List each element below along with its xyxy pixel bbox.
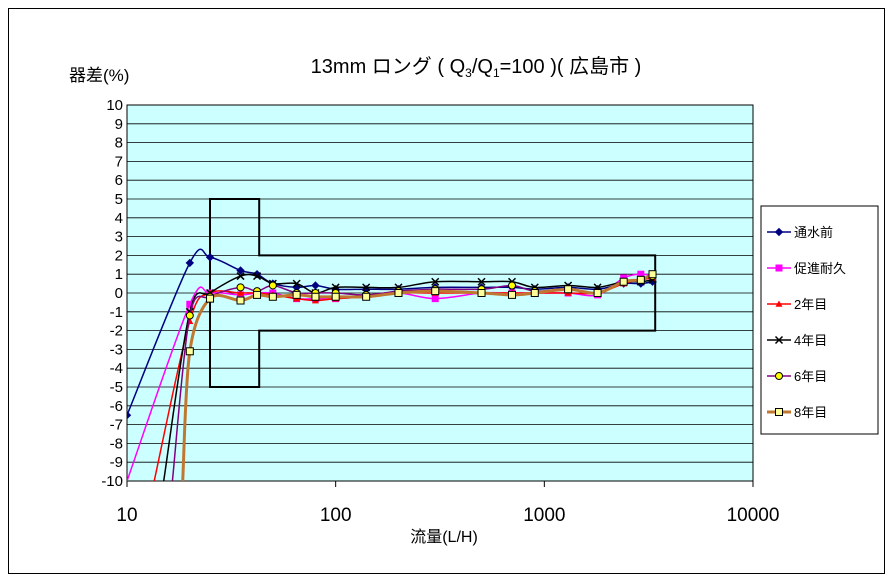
data-point — [237, 289, 245, 296]
y-tick-label: -10 — [101, 473, 123, 490]
y-tick-label: 2 — [115, 247, 123, 264]
series-line — [127, 248, 653, 416]
legend-swatch-marker — [775, 372, 783, 380]
y-tick-label: -8 — [110, 435, 123, 452]
data-point — [236, 296, 245, 305]
chart-title-sub-1: 1 — [493, 66, 500, 80]
y-tick-label: 0 — [115, 285, 123, 302]
data-point — [508, 290, 517, 299]
data-point — [268, 292, 277, 301]
legend-swatch-marker — [775, 300, 783, 307]
x-axis-label: 流量(L/H) — [410, 528, 478, 546]
series-line — [162, 273, 653, 481]
data-point — [268, 281, 277, 290]
x-tick-label: 10000 — [727, 505, 780, 526]
data-point — [593, 289, 602, 297]
chart-title-prefix: 13mm ロング ( Q — [311, 55, 465, 78]
y-tick-label: 10 — [106, 97, 123, 114]
data-point — [311, 281, 320, 290]
legend-label: 促進耐久 — [794, 261, 846, 276]
data-point — [186, 300, 194, 308]
y-tick-label: -3 — [110, 341, 123, 358]
chart-svg: 13mm ロング ( Q3/Q1=100 )( 広島市 ) 器差(%) 流量(L… — [69, 55, 879, 546]
y-tick-label: 5 — [115, 191, 123, 208]
y-tick-label: 9 — [115, 116, 123, 133]
y-tick-label: 4 — [115, 210, 123, 227]
data-point — [362, 283, 371, 292]
plot-area: 10 100 1000 10000109876543210-1-2-3-4-5-6-7… — [101, 97, 779, 526]
data-point — [236, 283, 245, 292]
y-tick-label: -7 — [110, 417, 123, 434]
y-tick-label: 7 — [115, 153, 123, 170]
y-tick-label: -2 — [110, 323, 123, 340]
data-point — [292, 290, 301, 299]
y-tick-label: -4 — [110, 360, 123, 377]
data-point — [311, 292, 320, 301]
data-point — [185, 347, 194, 356]
y-tick-label: -5 — [110, 379, 123, 396]
data-point — [648, 270, 657, 279]
y-tick-label: -1 — [110, 304, 123, 321]
data-point — [637, 270, 645, 278]
chart-area: 13mm ロング ( Q3/Q1=100 )( 広島市 ) 器差(%) 流量(L… — [8, 8, 885, 574]
data-point — [331, 292, 340, 301]
data-point — [253, 272, 262, 281]
data-point — [431, 295, 439, 303]
data-point — [564, 285, 573, 294]
legend-swatch-marker — [774, 335, 784, 345]
legend-swatch-marker — [775, 264, 783, 272]
data-point — [205, 253, 215, 262]
chart-title-sub-3: 3 — [465, 66, 472, 80]
legend-label: 2年目 — [794, 297, 827, 312]
data-point — [394, 289, 403, 297]
data-point — [253, 290, 262, 299]
data-point — [477, 277, 486, 286]
data-point — [206, 294, 215, 303]
legend-label: 4年目 — [794, 333, 827, 348]
data-point — [477, 289, 486, 297]
data-point — [127, 410, 132, 420]
y-tick-label: 1 — [115, 266, 123, 283]
legend-swatch-marker — [775, 408, 783, 416]
legend-label: 通水前 — [794, 225, 833, 240]
y-tick-label: -9 — [110, 454, 123, 471]
chart-title-suffix: =100 )( 広島市 ) — [500, 55, 642, 78]
data-point — [431, 287, 440, 296]
chart-title-slash: /Q — [472, 56, 493, 78]
data-point — [636, 275, 645, 284]
data-point — [530, 289, 539, 297]
legend-label: 6年目 — [794, 369, 827, 384]
y-tick-label: 8 — [115, 135, 123, 152]
data-point — [619, 277, 628, 286]
x-tick-label: 10 — [116, 505, 137, 526]
series-6 — [181, 270, 657, 481]
data-point — [236, 266, 245, 275]
y-tick-label: 3 — [115, 229, 123, 246]
y-tick-label: 6 — [115, 172, 123, 189]
data-point — [331, 283, 340, 292]
legend-box — [760, 205, 879, 435]
data-point — [431, 277, 440, 286]
data-point — [292, 279, 301, 288]
data-point — [362, 292, 371, 301]
data-point — [185, 311, 194, 320]
data-point — [185, 258, 195, 268]
y-tick-label: -6 — [110, 398, 123, 415]
y-axis-label: 器差(%) — [69, 66, 129, 85]
data-point — [508, 281, 517, 290]
chart-title: 13mm ロング ( Q3/Q1=100 )( 広島市 ) — [311, 55, 642, 80]
data-point — [236, 272, 245, 281]
legend-swatch-marker — [774, 227, 784, 237]
x-tick-label: 100 — [320, 505, 352, 526]
tolerance-envelope — [209, 198, 657, 388]
legend-label: 8年目 — [794, 405, 827, 420]
x-tick-label: 1000 — [523, 505, 565, 526]
